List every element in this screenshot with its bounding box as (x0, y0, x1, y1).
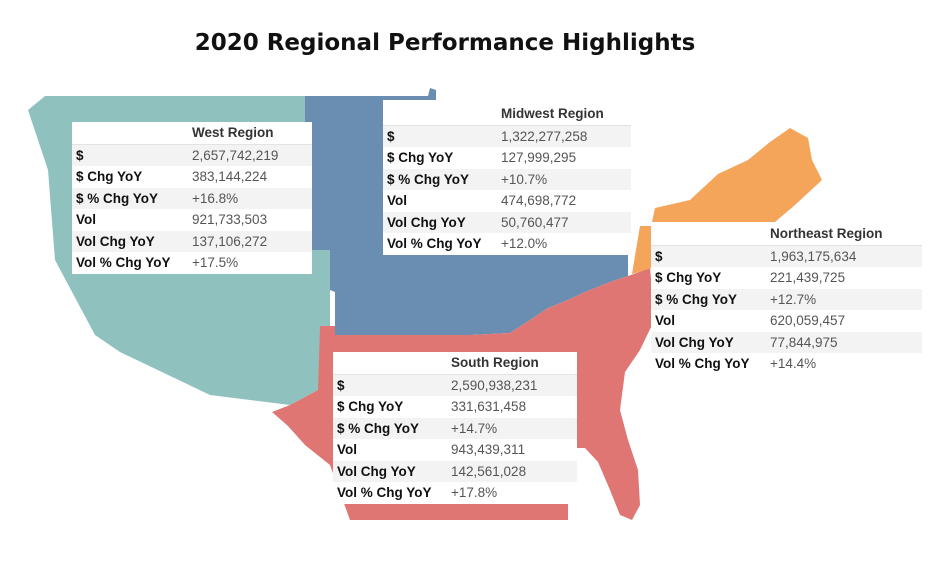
table-header-blank (72, 122, 188, 145)
northeast-region-table: Northeast Region $1,963,175,634 $ Chg YoY 2… (651, 223, 922, 375)
metric-value: 620,059,457 (766, 310, 922, 332)
metric-value: 137,106,272 (188, 230, 312, 252)
region-name: Midwest Region (497, 103, 631, 126)
table-row: Vol % Chg YoY +12.0% (383, 233, 631, 255)
table-row: Vol 921,733,503 (72, 209, 312, 231)
metric-label: Vol Chg YoY (651, 331, 766, 353)
metric-label: Vol Chg YoY (383, 211, 497, 233)
metric-label: $ % Chg YoY (72, 187, 188, 209)
table-row: $ % Chg YoY +12.7% (651, 288, 922, 310)
table-row: Vol 474,698,772 (383, 190, 631, 212)
metric-value: +17.5% (188, 252, 312, 274)
midwest-region-shape[interactable] (305, 88, 628, 335)
metric-value: +12.0% (497, 233, 631, 255)
table-row: $ % Chg YoY +16.8% (72, 187, 312, 209)
metric-label: Vol (333, 439, 447, 461)
table-row: Vol 620,059,457 (651, 310, 922, 332)
metric-value: 331,631,458 (447, 396, 577, 418)
metric-value: 50,760,477 (497, 211, 631, 233)
table-row: $ Chg YoY 383,144,224 (72, 166, 312, 188)
metric-label: $ (333, 374, 447, 396)
metric-label: Vol % Chg YoY (333, 482, 447, 504)
metric-label: Vol (383, 190, 497, 212)
metric-value: +14.4% (766, 353, 922, 375)
region-name: West Region (188, 122, 312, 145)
metric-label: $ % Chg YoY (651, 288, 766, 310)
table-row: Vol Chg YoY 50,760,477 (383, 211, 631, 233)
table-row: Vol % Chg YoY +14.4% (651, 353, 922, 375)
metric-label: $ % Chg YoY (333, 417, 447, 439)
metric-value: +12.7% (766, 288, 922, 310)
northeast-region-shape[interactable] (632, 128, 822, 274)
metric-label: Vol (72, 209, 188, 231)
metric-value: 142,561,028 (447, 460, 577, 482)
metric-value: 1,322,277,258 (497, 125, 631, 147)
region-name: Northeast Region (766, 223, 922, 246)
metric-label: Vol Chg YoY (72, 230, 188, 252)
metric-label: Vol Chg YoY (333, 460, 447, 482)
metric-value: 943,439,311 (447, 439, 577, 461)
table-row: Vol % Chg YoY +17.8% (333, 482, 577, 504)
table-row: $ % Chg YoY +14.7% (333, 417, 577, 439)
table-row: $ Chg YoY 127,999,295 (383, 147, 631, 169)
table-header-blank (651, 223, 766, 246)
table-row: $1,963,175,634 (651, 245, 922, 267)
metric-label: $ (651, 245, 766, 267)
table-row: $1,322,277,258 (383, 125, 631, 147)
region-name: South Region (447, 352, 577, 375)
table-row: Vol Chg YoY 137,106,272 (72, 230, 312, 252)
metric-value: 1,963,175,634 (766, 245, 922, 267)
table-row: $ % Chg YoY +10.7% (383, 168, 631, 190)
table-row: $2,590,938,231 (333, 374, 577, 396)
metric-value: 77,844,975 (766, 331, 922, 353)
metric-label: Vol % Chg YoY (651, 353, 766, 375)
metric-value: 921,733,503 (188, 209, 312, 231)
metric-label: $ Chg YoY (72, 166, 188, 188)
metric-value: 383,144,224 (188, 166, 312, 188)
west-region-table: West Region $2,657,742,219 $ Chg YoY 383,14… (72, 122, 312, 274)
table-row: Vol % Chg YoY +17.5% (72, 252, 312, 274)
midwest-region-table: Midwest Region $1,322,277,258 $ Chg YoY 127… (383, 103, 631, 255)
metric-value: +16.8% (188, 187, 312, 209)
table-header-blank (383, 103, 497, 126)
metric-value: 2,590,938,231 (447, 374, 577, 396)
table-row: $ Chg YoY 331,631,458 (333, 396, 577, 418)
south-region-table: South Region $2,590,938,231 $ Chg YoY 331,6… (333, 352, 577, 504)
metric-label: $ Chg YoY (333, 396, 447, 418)
table-row: Vol Chg YoY 142,561,028 (333, 460, 577, 482)
metric-label: $ (72, 144, 188, 166)
metric-label: $ Chg YoY (651, 267, 766, 289)
metric-label: Vol % Chg YoY (383, 233, 497, 255)
metric-value: +17.8% (447, 482, 577, 504)
metric-label: Vol (651, 310, 766, 332)
table-header-blank (333, 352, 447, 375)
metric-label: $ % Chg YoY (383, 168, 497, 190)
metric-value: 221,439,725 (766, 267, 922, 289)
table-row: $2,657,742,219 (72, 144, 312, 166)
table-row: Vol Chg YoY 77,844,975 (651, 331, 922, 353)
table-row: $ Chg YoY 221,439,725 (651, 267, 922, 289)
metric-label: $ Chg YoY (383, 147, 497, 169)
metric-label: $ (383, 125, 497, 147)
metric-value: 2,657,742,219 (188, 144, 312, 166)
metric-label: Vol % Chg YoY (72, 252, 188, 274)
metric-value: +14.7% (447, 417, 577, 439)
table-row: Vol 943,439,311 (333, 439, 577, 461)
metric-value: 127,999,295 (497, 147, 631, 169)
metric-value: 474,698,772 (497, 190, 631, 212)
metric-value: +10.7% (497, 168, 631, 190)
page-title: 2020 Regional Performance Highlights (194, 30, 696, 56)
